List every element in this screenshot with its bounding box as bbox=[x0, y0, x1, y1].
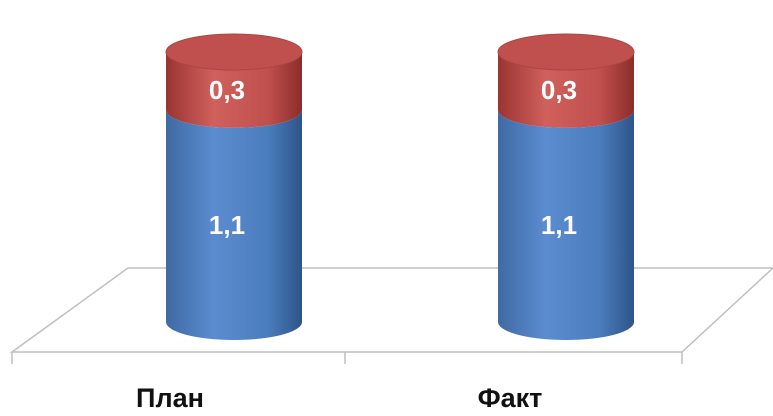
data-label-fakt-series-1: 1,1 bbox=[541, 210, 577, 240]
category-label-fakt: Факт bbox=[478, 383, 543, 413]
category-label-plan: План bbox=[136, 383, 204, 413]
bar-plan-series-2 bbox=[166, 52, 302, 128]
bar-top-cap-plan bbox=[165, 33, 303, 71]
bar-group: 1,1 0,3 1,1 0,3 bbox=[165, 33, 635, 340]
category-axis: План Факт bbox=[136, 383, 542, 413]
bar-fakt-series-2 bbox=[498, 52, 634, 128]
data-label-fakt-series-2: 0,3 bbox=[541, 75, 577, 105]
chart-floor bbox=[9, 267, 773, 364]
data-label-plan-series-2: 0,3 bbox=[209, 75, 245, 105]
data-label-plan-series-1: 1,1 bbox=[209, 210, 245, 240]
bar-fakt-series-1 bbox=[498, 109, 634, 340]
bar-plan-series-1 bbox=[166, 109, 302, 340]
bar-top-cap-fakt bbox=[497, 33, 635, 71]
